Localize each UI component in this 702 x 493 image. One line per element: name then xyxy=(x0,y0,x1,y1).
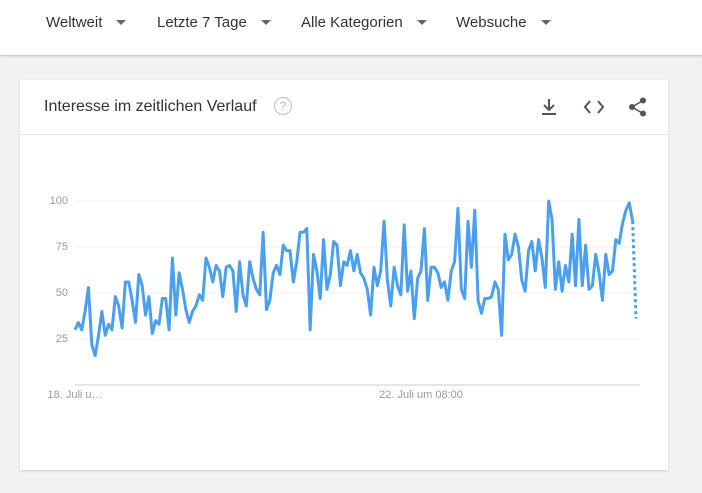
dropdown-arrow xyxy=(416,20,427,25)
download-icon[interactable] xyxy=(540,97,558,117)
divider xyxy=(20,134,668,135)
filter-dropdown[interactable]: Weltweit xyxy=(46,14,127,31)
y-tick-label: 50 xyxy=(56,287,68,299)
y-tick-label: 25 xyxy=(56,333,68,345)
y-tick-label: 100 xyxy=(50,195,68,207)
y-tick-label: 75 xyxy=(56,241,68,253)
dropdown-arrow xyxy=(116,20,127,25)
share-icon[interactable] xyxy=(628,97,648,117)
filter-bar: Weltweit Letzte 7 Tage Alle Kategorien W… xyxy=(0,0,702,56)
filter-label: Alle Kategorien xyxy=(301,14,403,31)
dropdown-arrow xyxy=(260,20,271,25)
x-tick-label: 18. Juli u… xyxy=(47,389,102,401)
filter-label: Letzte 7 Tage xyxy=(157,14,247,31)
filter-label: Websuche xyxy=(456,14,527,31)
help-icon[interactable]: ? xyxy=(274,97,292,115)
x-tick-label: 22. Juli um 08:00 xyxy=(379,389,463,401)
filter-label: Weltweit xyxy=(46,14,103,31)
trend-line xyxy=(73,199,638,358)
embed-icon[interactable] xyxy=(583,97,605,117)
filter-dropdown[interactable]: Alle Kategorien xyxy=(301,14,427,31)
filter-dropdown[interactable]: Websuche xyxy=(456,14,551,31)
dropdown-arrow xyxy=(540,20,551,25)
card-title: Interesse im zeitlichen Verlauf xyxy=(44,98,257,115)
filter-dropdown[interactable]: Letzte 7 Tage xyxy=(157,14,271,31)
